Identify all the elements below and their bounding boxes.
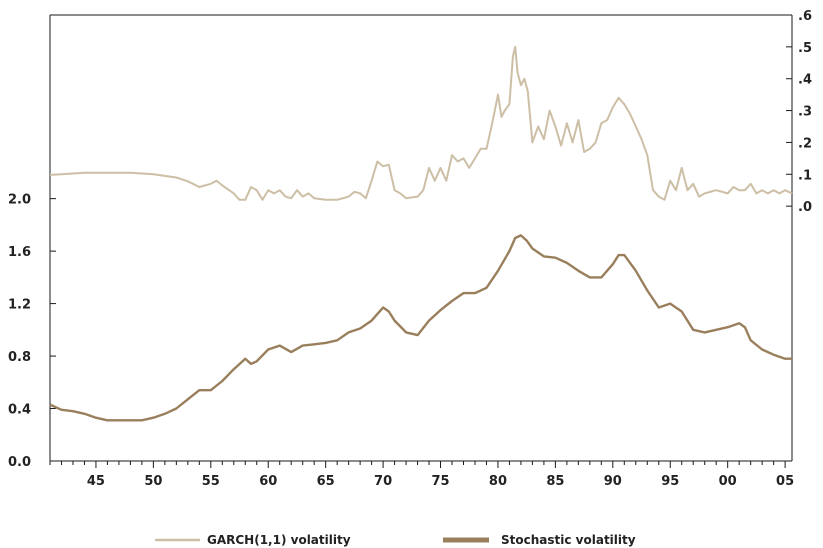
left-tick-label: 0.4 — [8, 403, 31, 418]
x-tick-label: 60 — [259, 474, 277, 489]
garch-volatility-line — [49, 45, 793, 201]
x-tick-label: 90 — [604, 474, 622, 489]
stochastic-volatility-line — [49, 234, 792, 422]
x-tick-label: 00 — [719, 474, 737, 489]
series-lines — [49, 45, 793, 422]
right-tick-label: .0 — [798, 200, 812, 215]
x-tick-label: 75 — [431, 474, 449, 489]
right-tick-label: .4 — [798, 73, 812, 88]
x-tick-label: 05 — [776, 474, 794, 489]
right-tick-label: .6 — [798, 9, 812, 24]
x-tick-label: 45 — [87, 474, 105, 489]
right-tick-label: .5 — [798, 41, 812, 56]
left-tick-label: 0.8 — [8, 350, 31, 365]
right-tick-label: .2 — [798, 136, 812, 151]
axes — [49, 14, 793, 468]
x-tick-label: 50 — [144, 474, 162, 489]
legend-label-garch: GARCH(1,1) volatility — [207, 533, 351, 547]
left-tick-label: 1.6 — [8, 245, 31, 260]
legend-label-stochastic: Stochastic volatility — [501, 533, 636, 547]
tick-labels: 45 50 55 60 65 70 75 80 85 90 95 00 05 0.0 0.4 0.8 1.2 1.… — [8, 9, 812, 489]
legend: GARCH(1,1) volatility Stochastic volatil… — [155, 533, 636, 547]
x-tick-label: 80 — [489, 474, 507, 489]
right-tick-label: .3 — [798, 105, 812, 120]
left-tick-label: 0.0 — [8, 455, 31, 470]
right-tick-label: .1 — [798, 168, 812, 183]
x-tick-label: 95 — [661, 474, 679, 489]
x-tick-label: 65 — [317, 474, 335, 489]
left-tick-label: 2.0 — [8, 193, 31, 208]
x-tick-label: 55 — [202, 474, 220, 489]
x-tick-label: 70 — [374, 474, 392, 489]
left-tick-label: 1.2 — [8, 298, 31, 313]
x-tick-label: 85 — [546, 474, 564, 489]
